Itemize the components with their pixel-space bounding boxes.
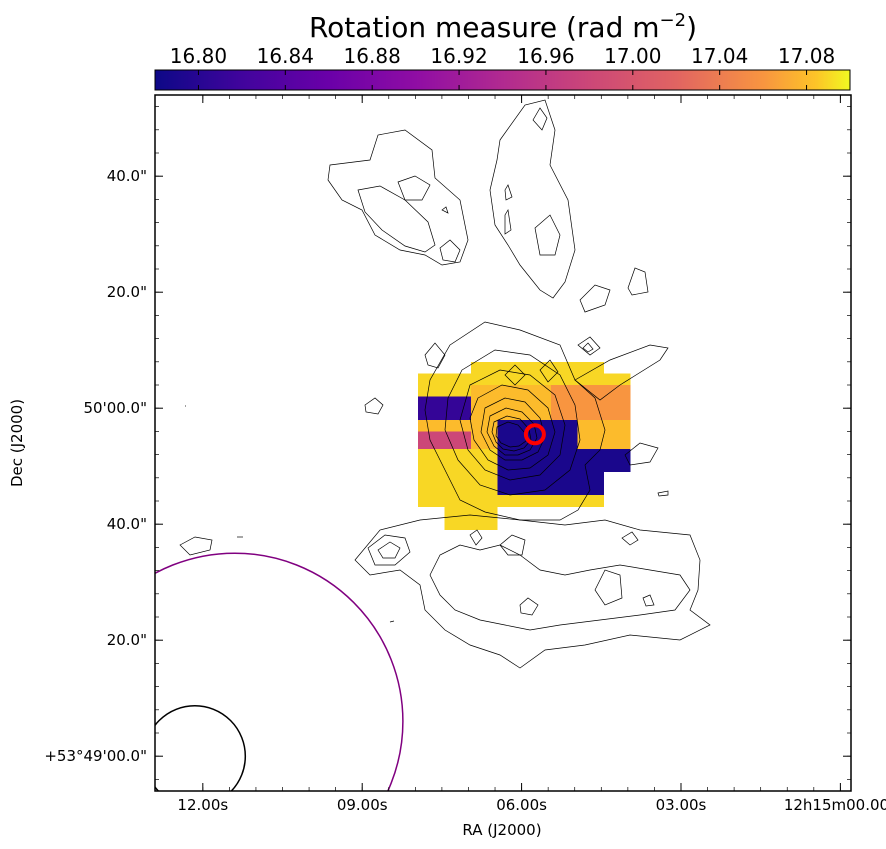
contour-n-inner: [504, 184, 513, 201]
colorbar-tick-label: 16.84: [257, 44, 314, 68]
y-tick-label: +53°49'00.0": [44, 747, 147, 765]
contour-s-outer: [354, 514, 711, 669]
contour-patch-11: [389, 620, 395, 623]
axis-ticks: 12.00s 09.00s 06.00s 03.00s 12h15m00.00s 40.0…: [44, 95, 886, 814]
colorbar-tick-label: 17.04: [691, 44, 748, 68]
contour-core-6: [486, 407, 538, 456]
y-axis-label: Dec (J2000): [8, 399, 26, 487]
y-tick-label: 40.0": [107, 515, 147, 533]
rm-pixel: [444, 506, 498, 530]
contour-s-knot-2: [377, 541, 401, 559]
contour-knot-a: [504, 364, 526, 386]
contour-patch-1: [579, 284, 611, 313]
rm-pixel: [471, 361, 604, 374]
contour-core-5: [480, 397, 546, 461]
contour-n-inner2: [504, 208, 512, 235]
rm-pixel: [417, 431, 472, 449]
plot-frame: [154, 94, 852, 792]
contour-ne-arm: [574, 344, 669, 401]
contour-nw-inner: [357, 185, 436, 253]
contour-s-knot-6: [594, 569, 623, 606]
colorbar: [154, 69, 851, 91]
contour-patch-7: [179, 536, 213, 556]
rm-pixel: [417, 373, 631, 385]
colorbar-tick-label: 17.08: [778, 44, 835, 68]
rm-pixel: [497, 472, 604, 496]
y-tick-label: 20.0": [107, 283, 147, 301]
y-tick-label: 40.0": [107, 167, 147, 185]
x-tick-label: 12h15m00.00s: [784, 796, 886, 814]
colorbar-tick-label: 17.00: [604, 44, 661, 68]
colorbar-title-exponent: −2: [660, 10, 687, 31]
y-tick-label: 50'00.0": [83, 399, 147, 417]
x-tick-label: 06.00s: [496, 796, 547, 814]
contour-core-8: [495, 421, 527, 448]
plot-area: 12.00s 09.00s 06.00s 03.00s 12h15m00.00s 40.0…: [44, 94, 886, 814]
contour-patch-9: [624, 442, 659, 466]
contour-patch-3: [364, 397, 384, 415]
contour-nw-core: [439, 239, 461, 263]
contour-patch-10: [657, 490, 669, 497]
rm-pixel: [417, 396, 472, 420]
contour-patch-2: [627, 267, 649, 296]
source-marker: [523, 423, 546, 446]
contour-core-3: [459, 369, 566, 481]
rm-pixel: [497, 448, 631, 472]
colorbar-title: Rotation measure (rad m−2): [309, 10, 697, 44]
rm-pixel: [550, 385, 631, 420]
contour-nw-knot: [397, 175, 431, 201]
y-tick-label: 20.0": [107, 631, 147, 649]
contour-s-knot-7: [642, 594, 655, 607]
contour-s-knot-3: [469, 529, 483, 546]
contour-nw-dot: [441, 206, 449, 214]
x-tick-label: 09.00s: [337, 796, 388, 814]
colorbar-tick-label: 16.80: [170, 44, 227, 68]
contour-s-knot-8: [621, 531, 639, 546]
overlay-marks: [155, 423, 546, 791]
contour-s-knot-5: [519, 597, 539, 616]
colorbar-tick-label: 16.96: [517, 44, 574, 68]
beam-large: [155, 552, 404, 791]
contour-core-7: [491, 415, 532, 452]
rm-pixels: [417, 361, 631, 530]
rm-pixel: [471, 385, 551, 420]
colorbar-tick-label: 16.88: [344, 44, 401, 68]
colorbar-ticks: 16.80 16.84 16.88 16.92 16.96 17.00 17.04 17.08: [170, 44, 835, 90]
beam-small: [155, 705, 247, 791]
contour-n-inner3: [534, 214, 561, 256]
contour-core-4: [469, 384, 556, 471]
contour-s-inner: [429, 544, 691, 631]
contour-n-top: [532, 107, 548, 131]
contour-s-knot-1: [367, 534, 411, 566]
contour-nw-outer: [327, 129, 469, 266]
contour-s-knot-4: [499, 534, 526, 556]
intensity-contours: [179, 99, 711, 669]
contour-core-2: [444, 349, 581, 496]
x-tick-label: 12.00s: [177, 796, 228, 814]
contour-n-outer: [489, 99, 576, 299]
x-axis-label: RA (J2000): [462, 821, 541, 839]
contour-knot-b: [539, 359, 559, 383]
contour-patch-4: [424, 342, 446, 369]
contour-patch-5: [577, 336, 601, 356]
contour-patch-6: [582, 342, 594, 353]
x-tick-label: 03.00s: [656, 796, 707, 814]
colorbar-tick-label: 16.92: [430, 44, 487, 68]
contour-core-1: [424, 321, 606, 521]
